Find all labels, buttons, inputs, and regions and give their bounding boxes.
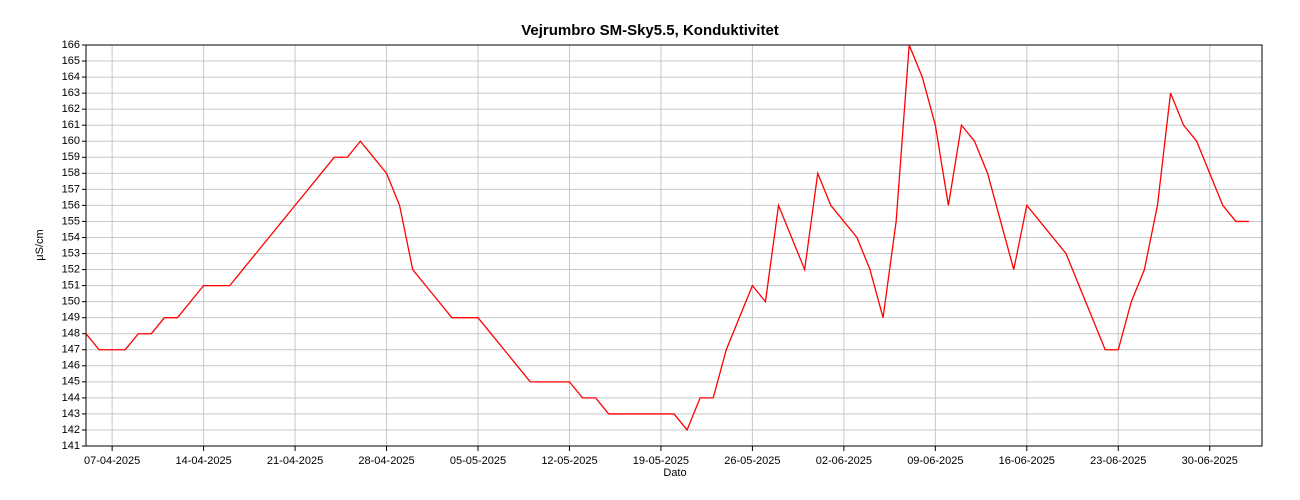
y-tick-label: 160 bbox=[62, 135, 80, 147]
y-tick-label: 151 bbox=[62, 280, 80, 292]
y-tick-label: 149 bbox=[62, 312, 80, 324]
y-tick-label: 148 bbox=[62, 328, 80, 340]
y-tick-label: 153 bbox=[62, 247, 80, 259]
y-tick-label: 143 bbox=[62, 408, 80, 420]
x-tick-label: 12-05-2025 bbox=[541, 455, 597, 467]
plot-frame bbox=[85, 44, 1263, 447]
y-tick-label: 166 bbox=[62, 39, 80, 51]
x-tick-label: 07-04-2025 bbox=[84, 455, 140, 467]
x-axis-label: Dato bbox=[663, 467, 686, 479]
y-tick-label: 141 bbox=[62, 440, 80, 452]
y-tick-label: 162 bbox=[62, 103, 80, 115]
y-tick-label: 157 bbox=[62, 183, 80, 195]
x-tick-label: 05-05-2025 bbox=[450, 455, 506, 467]
x-tick-label: 16-06-2025 bbox=[999, 455, 1055, 467]
y-tick-label: 152 bbox=[62, 263, 80, 275]
y-tick-label: 147 bbox=[62, 344, 80, 356]
y-tick-label: 146 bbox=[62, 360, 80, 372]
y-tick-label: 144 bbox=[62, 392, 80, 404]
x-tick-label: 23-06-2025 bbox=[1090, 455, 1146, 467]
plot-area bbox=[86, 45, 1262, 446]
x-tick-label: 21-04-2025 bbox=[267, 455, 323, 467]
y-tick-label: 155 bbox=[62, 215, 80, 227]
chart-title: Vejrumbro SM-Sky5.5, Konduktivitet bbox=[521, 22, 779, 39]
y-tick-label: 156 bbox=[62, 199, 80, 211]
y-tick-label: 165 bbox=[62, 55, 80, 67]
y-tick-label: 159 bbox=[62, 151, 80, 163]
y-tick-label: 161 bbox=[62, 119, 80, 131]
y-tick-label: 150 bbox=[62, 296, 80, 308]
data-line bbox=[85, 44, 1249, 432]
y-tick-label: 154 bbox=[62, 231, 80, 243]
y-tick-label: 158 bbox=[62, 167, 80, 179]
y-tick-label: 142 bbox=[62, 424, 80, 436]
x-tick-label: 26-05-2025 bbox=[724, 455, 780, 467]
y-tick-label: 145 bbox=[62, 376, 80, 388]
x-tick-label: 30-06-2025 bbox=[1182, 455, 1238, 467]
x-tick-label: 14-04-2025 bbox=[175, 455, 231, 467]
y-tick-label: 164 bbox=[62, 71, 80, 83]
x-tick-label: 19-05-2025 bbox=[633, 455, 689, 467]
x-tick-label: 28-04-2025 bbox=[358, 455, 414, 467]
x-tick-label: 02-06-2025 bbox=[816, 455, 872, 467]
x-tick-label: 09-06-2025 bbox=[907, 455, 963, 467]
y-axis-label: μS/cm bbox=[34, 229, 46, 260]
y-tick-label: 163 bbox=[62, 87, 80, 99]
